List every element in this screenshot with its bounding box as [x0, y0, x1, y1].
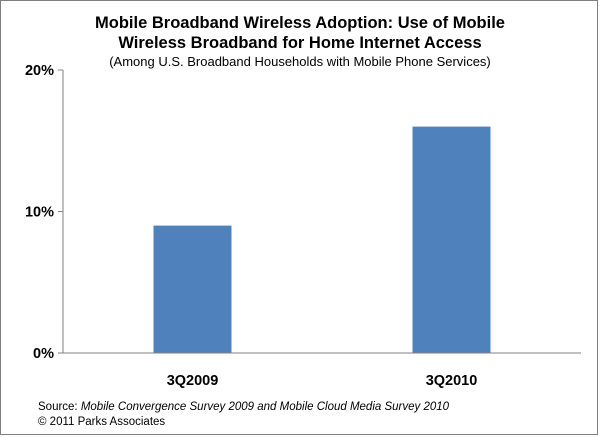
copyright-note: © 2011 Parks Associates [38, 416, 166, 428]
y-tick-label: 10% [25, 205, 54, 221]
bar-3Q2009 [153, 225, 232, 353]
chart-title: Mobile Broadband Wireless Adoption: Use … [1, 13, 599, 53]
chart-title-line2: Wireless Broadband for Home Internet Acc… [118, 34, 482, 52]
chart-subtitle: (Among U.S. Broadband Households with Mo… [109, 54, 491, 69]
chart-title-line1: Mobile Broadband Wireless Adoption: Use … [95, 14, 505, 32]
source-titles: Mobile Convergence Survey 2009 and Mobil… [80, 401, 450, 413]
bar-3Q2010 [412, 126, 491, 353]
x-tick-label: 3Q2010 [426, 373, 478, 389]
y-tick-label: 0% [33, 346, 54, 362]
source-note: Source: Mobile Convergence Survey 2009 a… [38, 400, 449, 415]
x-tick-label: 3Q2009 [167, 373, 219, 389]
source-prefix: Source: [38, 401, 81, 413]
y-tick-label: 20% [25, 63, 54, 79]
